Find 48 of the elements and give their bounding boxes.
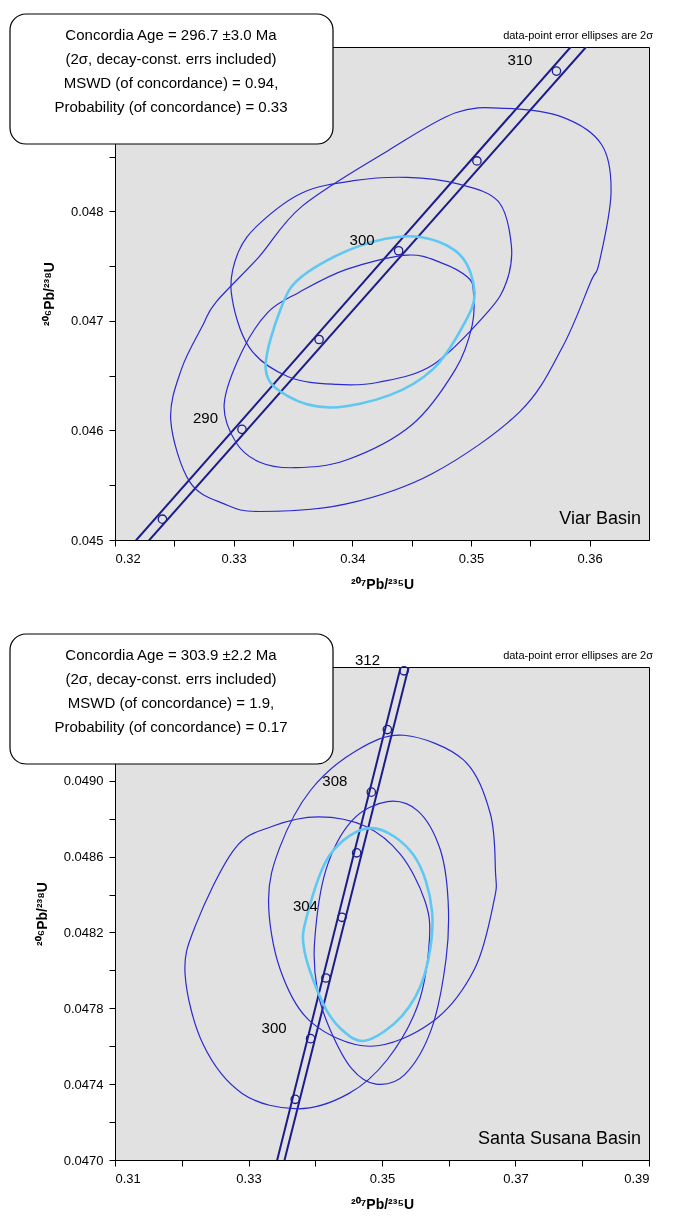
x-tick-label: 0.35 <box>458 550 485 566</box>
point <box>393 245 404 256</box>
annotation: 312 <box>355 650 381 668</box>
y-tick-label: 0.0490 <box>63 773 104 789</box>
annotation: Viar Basin <box>559 508 641 528</box>
x-tick-label: 0.37 <box>503 1170 529 1186</box>
text: Concordia Age = 296.7 ±3.0 Ma <box>65 26 278 43</box>
annotation: Santa Susana Basin <box>477 1128 641 1148</box>
point <box>472 156 482 166</box>
x-axis-title: ²⁰⁷Pb/²³⁵U <box>350 575 415 592</box>
annotation: Probability (of concordance) = 0.33 <box>54 98 288 115</box>
annotation: 310 <box>507 51 533 69</box>
text: Concordia Age = 303.9 ±2.2 Ma <box>65 646 278 663</box>
annotation: (2σ, decay-const. errs included) <box>65 670 277 687</box>
annotation: Probability (of concordance) = 0.17 <box>54 718 288 735</box>
y-tick-label: 0.047 <box>70 313 104 329</box>
annotation: 290 <box>192 409 218 427</box>
y-tick-label: 0.0470 <box>63 1152 104 1168</box>
y-tick-label: 0.0478 <box>63 1000 104 1016</box>
annotation: (2σ, decay-const. errs included) <box>65 50 277 67</box>
text: data-point error ellipses are 2σ <box>503 649 654 661</box>
x-tick-label: 0.36 <box>577 550 603 566</box>
y-tick-label: 0.0486 <box>63 849 104 865</box>
x-tick-label: 0.35 <box>369 1170 396 1186</box>
x-tick-label: 0.34 <box>340 550 366 566</box>
annotation: 300 <box>261 1018 287 1036</box>
x-tick-label: 0.33 <box>221 550 247 566</box>
y-axis-title: ²⁰⁶Pb/²³⁸U <box>33 882 50 946</box>
annotation: 308 <box>322 772 348 790</box>
x-tick-label: 0.32 <box>115 550 141 566</box>
x-tick-label: 0.39 <box>624 1170 650 1186</box>
y-tick-label: 0.0482 <box>63 924 104 940</box>
text: data-point error ellipses are 2σ <box>503 29 654 41</box>
y-tick-label: 0.0474 <box>63 1076 104 1092</box>
point <box>157 514 168 525</box>
y-tick-label: 0.046 <box>70 422 104 438</box>
annotation: 300 <box>349 230 375 248</box>
x-axis-title: ²⁰⁷Pb/²³⁵U <box>350 1195 415 1212</box>
y-tick-label: 0.045 <box>70 532 104 548</box>
annotation: MSWD (of concordance) = 0.94, <box>63 74 279 91</box>
x-tick-label: 0.33 <box>236 1170 262 1186</box>
y-tick-label: 0.048 <box>70 203 104 219</box>
x-tick-label: 0.31 <box>115 1170 141 1186</box>
point <box>551 66 562 76</box>
annotation: MSWD (of concordance) = 1.9, <box>67 694 275 711</box>
point <box>237 424 247 435</box>
y-axis-title: ²⁰⁶Pb/²³⁸U <box>40 262 57 326</box>
point <box>314 334 324 345</box>
